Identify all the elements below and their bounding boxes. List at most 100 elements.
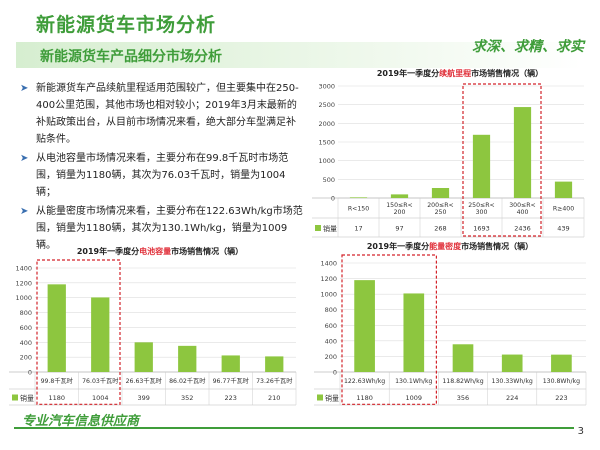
bullet-text: 从能量密度市场情况来看，主要分布在122.63Wh/kg市场范围，销量为1180… bbox=[36, 206, 303, 251]
bar bbox=[390, 194, 409, 198]
data-label: 1180 bbox=[48, 394, 65, 402]
y-tick-label: 1200 bbox=[320, 275, 337, 283]
bar bbox=[178, 345, 197, 372]
chart-density: 0 200 400 600 800 1000 1200 1400 销量 122.63Wh/kg 11… bbox=[314, 254, 587, 406]
y-tick-label: 0 bbox=[331, 195, 335, 203]
x-tick-label: 73.26千瓦时 bbox=[256, 377, 292, 385]
data-label: 1009 bbox=[406, 394, 423, 402]
data-label: 17 bbox=[354, 225, 362, 233]
bar bbox=[91, 297, 110, 372]
data-label: 1693 bbox=[473, 225, 490, 233]
data-label: 399 bbox=[138, 394, 150, 402]
chart-title-highlight: 能量密度 bbox=[429, 242, 462, 251]
x-tick-label: 200≤R< bbox=[427, 202, 453, 209]
x-tick-label: 96.77千瓦时 bbox=[213, 377, 249, 385]
y-tick-label: 600 bbox=[325, 322, 337, 330]
x-tick-label: 300 bbox=[476, 209, 488, 216]
footer-slogan: 专业汽车信息供应商 bbox=[22, 414, 140, 429]
bar bbox=[349, 197, 368, 198]
bullet-text: 新能源货车产品续航里程适用范围较广，但主要集中在250-400公里范围，其他市场… bbox=[36, 83, 299, 145]
chart-title-prefix: 2019年一季度分 bbox=[366, 242, 430, 251]
y-tick-label: 2500 bbox=[318, 101, 335, 109]
highlight-box bbox=[36, 259, 121, 405]
x-tick-label: 118.82Wh/kg bbox=[442, 378, 483, 385]
bar bbox=[551, 354, 572, 372]
legend-swatch bbox=[315, 225, 321, 231]
legend-swatch bbox=[12, 394, 18, 401]
chart-title-suffix: 市场销售情况（辆） bbox=[471, 69, 544, 78]
chart-title-highlight: 电池容量 bbox=[139, 247, 172, 256]
x-tick-label: 26.63千瓦时 bbox=[126, 377, 162, 385]
bullet-text: 从电池容量市场情况来看，主要分布在99.8千瓦时市场范围，销量为1180辆，其次… bbox=[36, 153, 289, 198]
y-tick-label: 0 bbox=[333, 369, 337, 377]
bar bbox=[265, 356, 284, 372]
x-tick-label: 250 bbox=[435, 209, 447, 216]
y-tick-label: 1500 bbox=[318, 139, 335, 147]
legend-label: 销量 bbox=[325, 394, 339, 403]
x-tick-label: 122.63Wh/kg bbox=[344, 378, 385, 385]
bullet-item: ➤ 新能源货车产品续航里程适用范围较广，但主要集中在250-400公里范围，其他市… bbox=[20, 80, 305, 148]
x-tick-label: 76.03千瓦时 bbox=[82, 377, 118, 385]
y-tick-label: 400 bbox=[20, 339, 32, 347]
arrow-icon: ➤ bbox=[20, 83, 29, 94]
bar bbox=[47, 284, 66, 372]
slide-subtitle: 新能源货车产品细分市场分析 bbox=[40, 49, 222, 65]
bar bbox=[134, 342, 153, 372]
y-tick-label: 1400 bbox=[15, 265, 32, 273]
y-tick-label: 2000 bbox=[318, 120, 335, 128]
x-tick-label: 130.1Wh/kg bbox=[395, 378, 432, 385]
chart-title-prefix: 2019年一季度分 bbox=[376, 69, 440, 78]
chart-title-suffix: 市场销售情况（辆） bbox=[171, 247, 244, 256]
data-label: 439 bbox=[557, 225, 569, 233]
subtitle-bar bbox=[16, 42, 582, 68]
y-tick-label: 0 bbox=[28, 369, 32, 377]
data-label: 223 bbox=[225, 394, 237, 402]
chart-title-battery: 2019年一季度分电池容量市场销售情况（辆） bbox=[20, 246, 300, 257]
x-tick-label: 86.02千瓦时 bbox=[169, 377, 205, 385]
data-label: 1180 bbox=[356, 394, 373, 402]
bar bbox=[554, 181, 573, 198]
chart-title-suffix: 市场销售情况（辆） bbox=[461, 242, 534, 251]
slogan: 求深、求精、求实 bbox=[472, 39, 584, 55]
bar bbox=[501, 354, 523, 372]
y-tick-label: 200 bbox=[325, 353, 337, 361]
data-label: 223 bbox=[555, 394, 567, 402]
y-tick-label: 1200 bbox=[15, 279, 32, 287]
x-tick-label: 150≤R< bbox=[386, 202, 412, 209]
bullet-list: ➤ 新能源货车产品续航里程适用范围较广，但主要集中在250-400公里范围，其他市… bbox=[20, 80, 305, 256]
bar bbox=[431, 187, 450, 198]
x-tick-label: 250≤R< bbox=[468, 202, 494, 209]
chart-range: 050010001500200025003000销量R<15017150≤R<2… bbox=[312, 83, 585, 238]
chart-battery: 0 200 400 600 800 1000 1200 1400 销量 99.8千瓦时 1180 76… bbox=[9, 259, 297, 406]
arrow-icon: ➤ bbox=[20, 153, 29, 164]
y-tick-label: 500 bbox=[323, 176, 335, 184]
x-tick-label: R≥400 bbox=[553, 206, 574, 213]
y-tick-label: 200 bbox=[20, 354, 32, 362]
bar bbox=[221, 355, 240, 372]
x-tick-label: 300≤R< bbox=[509, 202, 535, 209]
bar bbox=[452, 344, 474, 372]
y-tick-label: 1000 bbox=[15, 294, 32, 302]
y-tick-label: 1000 bbox=[320, 291, 337, 299]
page-number: 3 bbox=[577, 426, 584, 437]
y-tick-label: 1400 bbox=[320, 260, 337, 268]
chart-title-range: 2019年一季度分续航里程市场销售情况（辆） bbox=[330, 68, 590, 79]
x-tick-label: R<150 bbox=[348, 206, 369, 213]
x-tick-label: 130.33Wh/kg bbox=[492, 378, 533, 385]
x-tick-label: 99.8千瓦时 bbox=[41, 377, 73, 385]
arrow-icon: ➤ bbox=[20, 206, 29, 217]
bar bbox=[403, 293, 425, 372]
x-tick-label: 200 bbox=[394, 209, 406, 216]
bar bbox=[472, 134, 491, 198]
legend-label: 销量 bbox=[20, 394, 34, 403]
y-tick-label: 1000 bbox=[318, 157, 335, 165]
data-label: 268 bbox=[434, 225, 446, 233]
y-tick-label: 400 bbox=[325, 337, 337, 345]
chart-title-highlight: 续航里程 bbox=[439, 69, 472, 78]
footer-divider bbox=[14, 427, 574, 429]
legend-swatch bbox=[317, 394, 323, 401]
chart-title-density: 2019年一季度分能量密度市场销售情况（辆） bbox=[310, 241, 590, 252]
data-label: 224 bbox=[506, 394, 518, 402]
highlight-box bbox=[341, 254, 438, 405]
bar bbox=[513, 107, 532, 198]
